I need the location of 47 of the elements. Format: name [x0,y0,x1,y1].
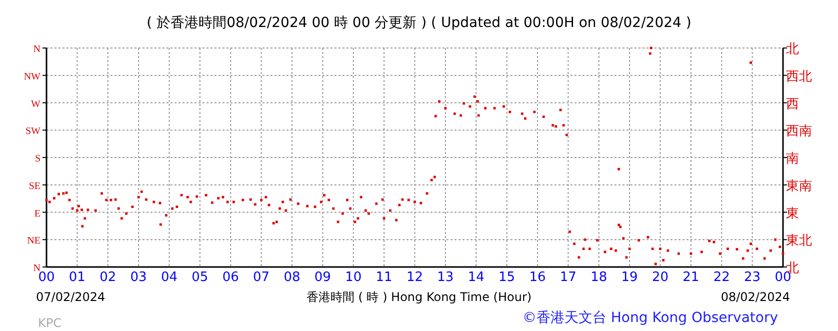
x-tick-label: 07 [253,270,270,285]
x-tick-label: 18 [590,270,608,285]
x-tick-label: 05 [192,270,208,285]
x-tick-label: 03 [130,270,147,285]
text: KPC [38,316,62,330]
x-tick-label: 09 [314,270,331,285]
category-label: N [33,44,40,55]
x-tick-label: 00 [38,270,55,285]
category-label: 西南 [786,124,812,140]
category-label: 東北 [786,234,812,249]
x-tick-label: 10 [345,270,362,285]
category-label: NW [24,71,40,82]
category-label: 東南 [786,178,812,194]
x-tick-label: 04 [160,270,178,285]
category-label: 西北 [786,69,812,84]
text: ©香港天文台 Hong Kong Observatory [522,310,778,326]
category-label: W [31,98,40,110]
x-tick-label: 17 [560,270,576,285]
x-tick-label: 22 [713,270,730,285]
x-tick-label: 08 [284,270,300,285]
x-tick-label: 02 [100,270,116,285]
x-axis-title: 香港時間 ( 時 ) Hong Kong Time (Hour) [306,290,532,304]
x-tick-label: 11 [376,270,392,285]
x-tick-label: 12 [406,270,424,285]
x-tick-label: 23 [744,270,761,285]
x-tick-label: 01 [68,270,86,285]
x-tick-label: 06 [222,270,239,285]
category-label: SW [26,126,40,138]
x-tick-label: 21 [682,270,700,285]
x-tick-label: 16 [529,270,546,285]
category-label: S [34,154,40,164]
category-label: SE [28,180,40,192]
x-tick-label: 15 [498,270,516,285]
x-tick-label: 19 [621,270,638,285]
category-label: E [34,208,40,220]
text: 07/02/2024 [36,290,106,304]
category-label: 西 [786,96,799,112]
chart-title: ( 於香港時間08/02/2024 00 時 00 分更新 ) ( Updated at 00:00H on 08/02/2024 ) [146,15,692,31]
x-tick-label: 20 [652,270,669,285]
category-label: 北 [786,42,799,57]
x-tick-label: 14 [468,270,484,285]
category-label: N [33,263,40,274]
x-tick-label: 13 [437,270,454,285]
text: 08/02/2024 [720,290,790,304]
category-label: NE [27,236,40,247]
category-label: 東 [786,206,799,222]
category-label: 南 [786,152,799,166]
